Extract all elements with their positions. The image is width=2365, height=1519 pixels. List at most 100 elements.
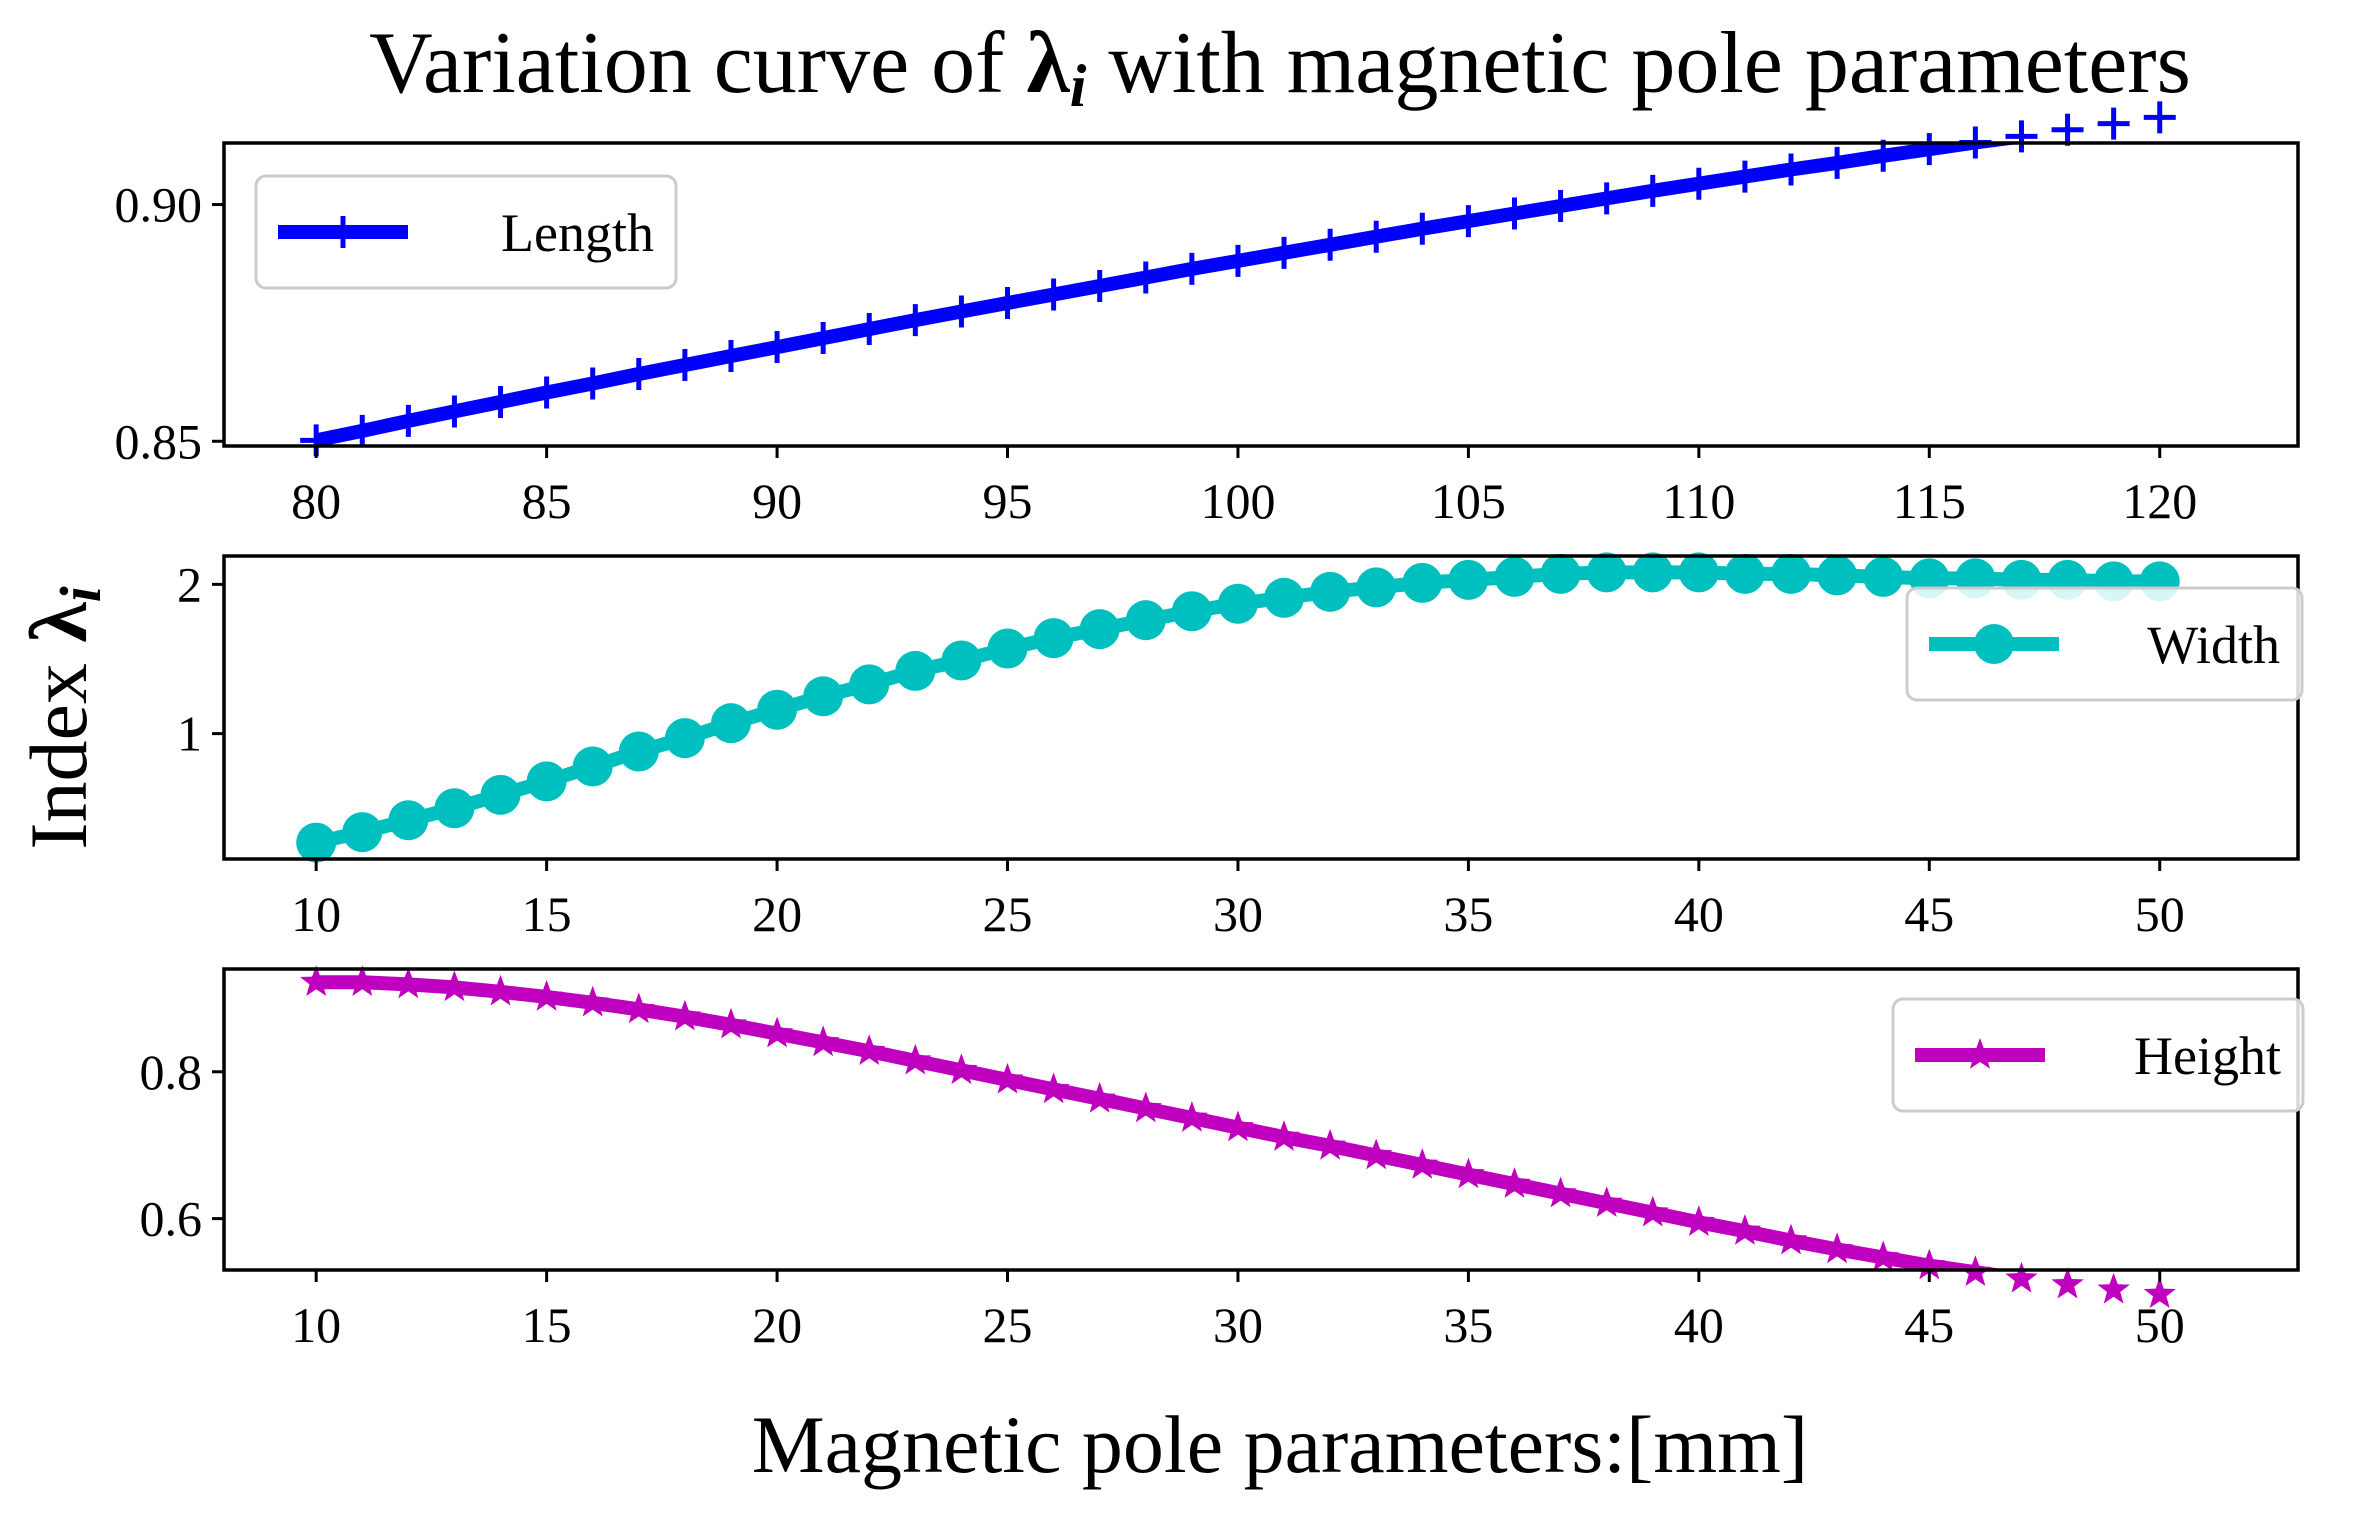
data-point-width-41 — [1724, 553, 1765, 594]
data-point-width-24 — [941, 640, 982, 681]
legend-marker-length — [327, 216, 359, 248]
legend-marker-width — [1974, 624, 2014, 664]
subplot-length: 80 85 90 95 100 105 110 115 120 0.85 0.90 Length — [115, 101, 2300, 529]
data-point-width-15 — [526, 761, 567, 802]
axes-frame-length — [222, 141, 2300, 448]
x-tick-label-height-40: 40 — [1674, 1297, 1724, 1353]
data-point-length-85 — [530, 376, 563, 409]
data-point-width-37 — [1540, 553, 1581, 594]
data-point-length-102 — [1314, 228, 1347, 261]
data-point-length-106 — [1498, 197, 1531, 230]
data-point-height-13 — [438, 970, 471, 1002]
data-point-width-14 — [480, 774, 521, 815]
data-point-height-35 — [1452, 1157, 1485, 1189]
data-point-length-104 — [1406, 212, 1439, 245]
x-tick-label-length-110: 110 — [1662, 473, 1735, 529]
axes-frame-width — [222, 554, 2300, 861]
x-tick-label-length-85: 85 — [522, 473, 572, 529]
legend-height: Height — [1891, 997, 2305, 1113]
data-point-width-36 — [1494, 556, 1535, 597]
data-point-width-11 — [342, 812, 383, 853]
legend-box-length — [254, 174, 678, 290]
data-point-height-50 — [2143, 1277, 2176, 1308]
data-point-height-38 — [1590, 1186, 1623, 1217]
data-point-length-98 — [1129, 261, 1162, 294]
data-point-length-90 — [761, 331, 794, 364]
data-point-width-22 — [849, 664, 890, 705]
data-point-height-28 — [1129, 1091, 1162, 1123]
data-point-length-118 — [2051, 113, 2084, 146]
x-tick-label-width-40: 40 — [1674, 886, 1724, 942]
data-point-length-97 — [1083, 269, 1116, 302]
x-tick-label-width-10: 10 — [291, 886, 341, 942]
legend-box-width — [1905, 586, 2304, 702]
data-point-width-30 — [1217, 583, 1258, 624]
x-tick-label-length-95: 95 — [983, 473, 1033, 529]
data-point-width-26 — [1033, 618, 1074, 659]
x-tick-label-length-105: 105 — [1431, 473, 1506, 529]
y-tick-label-width-1: 1 — [177, 706, 202, 762]
data-point-width-29 — [1171, 591, 1212, 632]
legend-marker-height — [1963, 1038, 1997, 1069]
y-tick-label-length-0-9: 0.90 — [115, 177, 203, 233]
data-point-width-19 — [710, 703, 751, 744]
data-point-length-94 — [945, 295, 978, 328]
x-tick-label-width-25: 25 — [983, 886, 1033, 942]
x-axis-label: Magnetic pole parameters:[mm] — [752, 1399, 1808, 1490]
data-point-length-103 — [1360, 220, 1393, 253]
data-point-length-100 — [1221, 244, 1254, 277]
data-point-height-43 — [1820, 1232, 1854, 1264]
chart-title: Variation curve of λi with magnetic pole… — [369, 15, 2191, 119]
data-point-width-44 — [1863, 556, 1904, 597]
legend-box-height — [1891, 997, 2305, 1113]
x-tick-label-height-25: 25 — [983, 1297, 1033, 1353]
data-point-width-27 — [1079, 609, 1120, 650]
data-point-height-49 — [2097, 1272, 2130, 1304]
data-point-length-111 — [1728, 160, 1761, 193]
data-point-length-92 — [853, 313, 886, 346]
x-tick-label-width-35: 35 — [1443, 886, 1493, 942]
data-point-length-108 — [1590, 182, 1623, 215]
data-point-length-112 — [1775, 153, 1808, 186]
x-tick-label-width-20: 20 — [752, 886, 802, 942]
data-point-height-18 — [668, 999, 702, 1031]
data-point-length-99 — [1175, 252, 1208, 285]
data-point-length-113 — [1821, 146, 1854, 179]
data-point-length-101 — [1268, 236, 1301, 269]
data-point-height-30 — [1221, 1110, 1255, 1142]
x-tick-label-length-100: 100 — [1200, 473, 1275, 529]
data-point-length-87 — [622, 358, 655, 391]
data-point-length-93 — [899, 304, 932, 337]
x-tick-label-width-15: 15 — [522, 886, 572, 942]
data-point-height-15 — [530, 979, 563, 1011]
x-tick-label-width-30: 30 — [1213, 886, 1263, 942]
data-point-length-114 — [1867, 139, 1900, 172]
data-point-height-41 — [1728, 1214, 1762, 1245]
x-tick-label-height-45: 45 — [1904, 1297, 1954, 1353]
data-point-width-33 — [1356, 567, 1397, 608]
data-point-height-24 — [945, 1053, 978, 1085]
data-point-length-105 — [1452, 205, 1485, 238]
data-point-length-81 — [346, 414, 379, 447]
legend-length: Length — [254, 174, 678, 290]
data-point-width-20 — [757, 689, 798, 730]
data-point-height-21 — [807, 1025, 840, 1057]
data-point-width-38 — [1586, 552, 1627, 593]
y-axis-label: Index λi — [13, 586, 113, 850]
data-point-height-12 — [392, 967, 425, 999]
x-tick-label-height-20: 20 — [752, 1297, 802, 1353]
data-point-height-48 — [2051, 1267, 2084, 1299]
data-point-width-43 — [1817, 555, 1858, 596]
data-point-length-86 — [576, 367, 609, 400]
data-point-height-22 — [853, 1034, 886, 1065]
data-point-height-33 — [1360, 1138, 1393, 1170]
x-tick-label-width-50: 50 — [2135, 886, 2185, 942]
data-point-height-36 — [1498, 1167, 1531, 1198]
data-point-width-39 — [1632, 552, 1673, 593]
data-point-length-89 — [714, 340, 747, 373]
axes-frame-height — [222, 967, 2300, 1272]
data-point-length-115 — [1913, 133, 1946, 166]
data-point-width-23 — [895, 650, 936, 691]
